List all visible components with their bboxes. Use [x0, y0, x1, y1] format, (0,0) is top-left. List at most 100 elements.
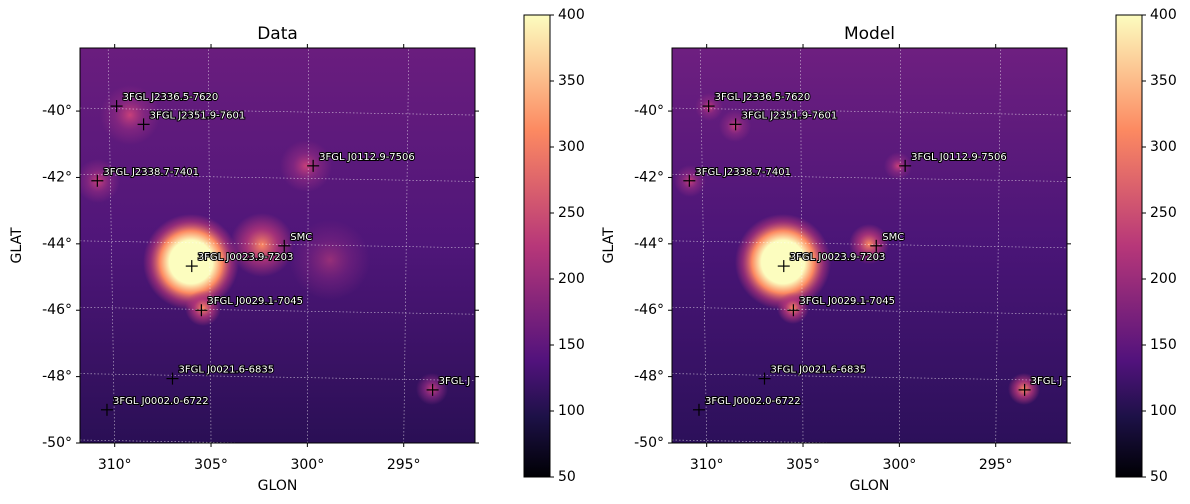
y-tick-label: -50° — [634, 435, 664, 451]
source-label: 3FGL J2338.7-7401 — [695, 167, 791, 178]
x-tick-label: 300° — [290, 457, 324, 473]
source-marker — [307, 159, 320, 172]
colorbar-tick-label: 250 — [1150, 205, 1177, 221]
source-label: 3FGL J0021.6-6835 — [770, 365, 866, 376]
source-label: 3FGL J0112.9-7506 — [911, 152, 1007, 163]
source-marker — [91, 174, 104, 187]
source-label: 3FGL J0023.9-7203 — [198, 252, 294, 263]
source-marker — [683, 174, 696, 187]
colorbar — [1115, 14, 1143, 478]
y-tick-label: -42° — [42, 169, 72, 185]
x-tick-label: 305° — [194, 457, 228, 473]
x-tick-label: 305° — [786, 457, 820, 473]
source-marker — [185, 260, 198, 273]
grid-line — [307, 48, 309, 443]
grid-line — [672, 240, 1067, 249]
colorbar-tick-label: 100 — [558, 403, 585, 419]
grid-line — [699, 48, 707, 443]
grid-line — [672, 306, 1067, 315]
colorbar-tick-label: 400 — [1150, 7, 1177, 23]
source-label: 3FGL J0002.0-6722 — [705, 396, 801, 407]
grid-line — [80, 373, 475, 381]
y-tick-label: -50° — [42, 435, 72, 451]
source-marker — [100, 403, 113, 416]
source-label: 3FGL J2336.5-7620 — [123, 92, 219, 103]
source-label: 3FGL J2336.5-7620 — [715, 92, 811, 103]
source-label: SMC — [882, 232, 904, 243]
source-label: 3FGL J0002.0-6722 — [113, 396, 209, 407]
grid-line — [80, 306, 475, 315]
chart-title: Model — [844, 24, 895, 44]
source-label: 3FGL J — [1031, 376, 1063, 387]
source-marker — [870, 239, 883, 252]
source-marker — [899, 159, 912, 172]
y-tick-label: -42° — [634, 169, 664, 185]
y-axis-label: GLAT — [9, 227, 25, 263]
grid-line — [672, 373, 1067, 381]
colorbar-tick-label: 50 — [1150, 469, 1168, 485]
colorbar-tick-label: 350 — [1150, 73, 1177, 89]
y-tick-label: -44° — [634, 236, 664, 252]
source-marker — [729, 118, 742, 131]
y-tick-label: -48° — [634, 369, 664, 385]
colorbar-tick-label: 200 — [1150, 271, 1177, 287]
source-marker — [787, 304, 800, 317]
source-marker — [278, 239, 291, 252]
source-marker — [758, 372, 771, 385]
source-label: 3FGL J — [439, 376, 471, 387]
source-label: 3FGL J2338.7-7401 — [103, 167, 199, 178]
x-tick-label: 295° — [387, 457, 421, 473]
grid-line — [672, 107, 1067, 116]
source-label: 3FGL J2351.9-7601 — [742, 110, 838, 121]
plot-frame — [671, 47, 1068, 444]
colorbar-tick-label: 350 — [558, 73, 585, 89]
x-tick-label: 300° — [882, 457, 916, 473]
x-axis-label: GLON — [258, 478, 298, 494]
grid-line — [208, 48, 212, 443]
colorbar-tick-label: 200 — [558, 271, 585, 287]
x-tick-label: 310° — [98, 457, 132, 473]
colorbar-tick-label: 50 — [558, 469, 576, 485]
y-axis-label: GLAT — [601, 227, 617, 263]
source-marker — [777, 260, 790, 273]
source-label: 3FGL J2351.9-7601 — [150, 110, 246, 121]
source-marker — [110, 100, 123, 113]
x-tick-label: 310° — [690, 457, 724, 473]
source-marker — [692, 403, 705, 416]
colorbar — [523, 14, 551, 478]
source-marker — [426, 383, 439, 396]
source-marker — [137, 118, 150, 131]
y-tick-label: -46° — [634, 302, 664, 318]
grid-line — [995, 48, 1002, 443]
source-label: 3FGL J0029.1-7045 — [207, 296, 303, 307]
source-marker — [166, 372, 179, 385]
grid-line — [80, 240, 475, 249]
grid-line — [80, 107, 475, 116]
heatmap: 3FGL J2336.5-7620 3FGL J2351.9-7601 3FGL J… — [80, 48, 475, 443]
source-label: SMC — [290, 232, 312, 243]
grid-line — [107, 48, 115, 443]
plot-frame — [79, 47, 476, 444]
source-marker — [702, 100, 715, 113]
y-tick-label: -46° — [42, 302, 72, 318]
colorbar-tick-label: 250 — [558, 205, 585, 221]
source-label: 3FGL J0029.1-7045 — [799, 296, 895, 307]
chart-title: Data — [257, 24, 298, 44]
y-tick-label: -44° — [42, 236, 72, 252]
colorbar-tick-label: 100 — [1150, 403, 1177, 419]
x-axis-label: GLON — [850, 478, 890, 494]
heatmap: 3FGL J2336.5-7620 3FGL J2351.9-7601 3FGL J… — [672, 48, 1067, 443]
colorbar-tick-label: 150 — [1150, 337, 1177, 353]
grid-line — [899, 48, 901, 443]
grid-line — [80, 174, 475, 182]
source-marker — [195, 304, 208, 317]
grid-line — [672, 174, 1067, 182]
source-label: 3FGL J0112.9-7506 — [319, 152, 415, 163]
colorbar-tick-label: 300 — [558, 139, 585, 155]
y-tick-label: -48° — [42, 369, 72, 385]
y-tick-label: -40° — [42, 103, 72, 119]
y-tick-label: -40° — [634, 103, 664, 119]
source-marker — [1018, 383, 1031, 396]
x-tick-label: 295° — [979, 457, 1013, 473]
